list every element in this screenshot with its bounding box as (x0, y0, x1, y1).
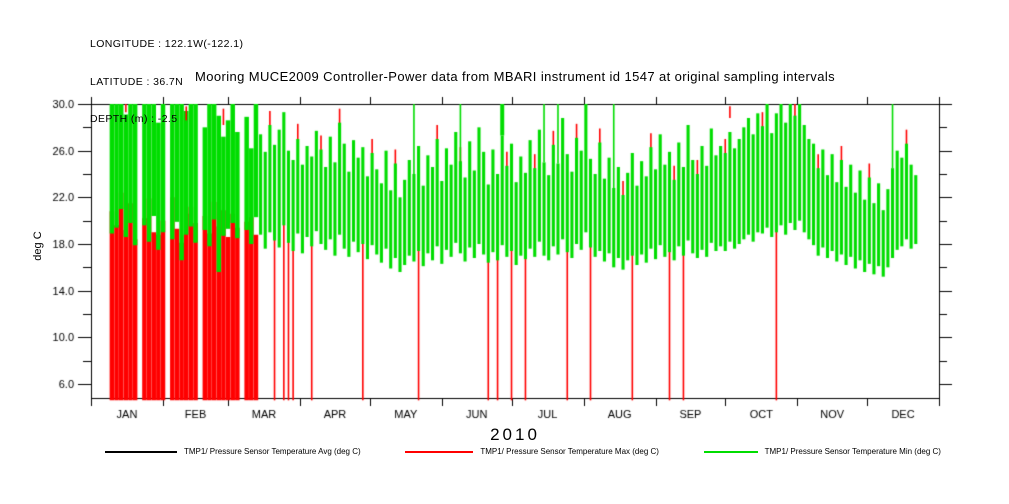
legend-label-min: TMP1/ Pressure Sensor Temperature Min (d… (764, 447, 941, 456)
station-info: LONGITUDE : 122.1W(-122.1) LATITUDE : 36… (90, 13, 243, 151)
legend-label-avg: TMP1/ Pressure Sensor Temperature Avg (d… (184, 447, 361, 456)
x-axis-year-label: 2010 (490, 425, 540, 444)
y-axis-label: deg C (32, 231, 44, 261)
legend-item-avg: TMP1/ Pressure Sensor Temperature Avg (d… (105, 447, 361, 456)
legend: TMP1/ Pressure Sensor Temperature Avg (d… (105, 447, 941, 456)
legend-item-max: TMP1/ Pressure Sensor Temperature Max (d… (405, 447, 659, 456)
max-line-swatch (405, 450, 474, 453)
avg-line-swatch (105, 450, 177, 453)
legend-item-min: TMP1/ Pressure Sensor Temperature Min (d… (703, 447, 941, 456)
latitude-label: LATITUDE : 36.7N (90, 75, 184, 88)
depth-label: DEPTH (m) : -2.5 (90, 113, 178, 125)
plot-title: Mooring MUCE2009 Controller-Power data f… (194, 69, 836, 84)
legend-label-max: TMP1/ Pressure Sensor Temperature Max (d… (480, 447, 659, 456)
min-line-swatch (703, 450, 758, 453)
longitude-label: LONGITUDE : 122.1W(-122.1) (90, 38, 244, 50)
